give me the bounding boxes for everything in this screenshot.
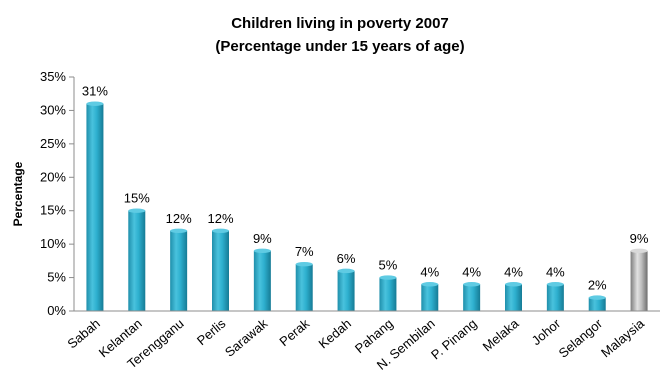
y-tick-label: 5% xyxy=(47,270,66,285)
bar-sarawak xyxy=(253,250,271,311)
data-label: 4% xyxy=(504,264,523,279)
bar-sabah xyxy=(86,103,104,311)
x-tick-label: Selangor xyxy=(556,315,606,360)
y-tick-label: 35% xyxy=(40,69,66,84)
data-label: 4% xyxy=(462,264,481,279)
bar-top-cap xyxy=(546,282,564,287)
bar-kelantan xyxy=(128,210,146,311)
bar-johor xyxy=(546,284,564,311)
y-tick-label: 25% xyxy=(40,136,66,151)
y-axis-ticks: 0% 5% 10% 15% 20% 25% 30% 35% xyxy=(40,69,74,318)
bar-melaka xyxy=(505,284,522,311)
bar-pahang xyxy=(379,277,397,311)
x-tick-label: Malaysia xyxy=(598,315,648,360)
y-axis-label: Percentage xyxy=(11,161,25,226)
bar-top-cap xyxy=(86,101,104,106)
bar-top-cap xyxy=(253,248,271,254)
data-label: 12% xyxy=(207,211,233,226)
y-tick-label: 10% xyxy=(40,236,66,251)
bar-top-cap xyxy=(588,295,606,300)
data-label: 4% xyxy=(546,264,565,279)
data-label: 31% xyxy=(82,84,108,99)
x-tick-label: P. Pinang xyxy=(428,316,480,363)
y-tick-label: 30% xyxy=(40,102,66,117)
bar-top-cap xyxy=(421,282,439,287)
y-tick-label: 15% xyxy=(40,203,66,218)
bar-kedah xyxy=(337,270,355,311)
x-tick-label: Johor xyxy=(529,315,564,348)
x-tick-label: Melaka xyxy=(480,315,522,354)
bar-terengganu xyxy=(170,230,188,311)
x-tick-label: Kedah xyxy=(316,316,354,352)
bar-n-sembilan xyxy=(421,284,439,311)
x-tick-label: Sabah xyxy=(64,316,102,352)
bar-top-cap xyxy=(630,248,648,254)
x-tick-label: Perlis xyxy=(194,315,229,348)
chart-title: Children living in poverty 2007 xyxy=(231,15,449,32)
bar-top-cap xyxy=(170,228,188,233)
bar-p-pinang xyxy=(463,284,481,311)
bar-perak xyxy=(295,264,313,311)
y-tick-label: 0% xyxy=(47,303,66,318)
chart-subtitle: (Percentage under 15 years of age) xyxy=(215,38,464,55)
data-label: 12% xyxy=(166,211,192,226)
bars xyxy=(86,101,648,311)
data-label: 6% xyxy=(337,251,356,266)
data-label: 4% xyxy=(420,264,439,279)
bar-top-cap xyxy=(128,208,146,213)
bar-malaysia xyxy=(630,250,648,311)
bar-perlis xyxy=(212,230,229,311)
bar-selangor xyxy=(588,297,606,311)
y-tick-label: 20% xyxy=(40,169,66,184)
data-label: 2% xyxy=(588,278,607,293)
data-label: 9% xyxy=(630,231,649,246)
bar-top-cap xyxy=(505,282,522,287)
x-tick-label: Sarawak xyxy=(222,315,271,359)
x-tick-label: Perak xyxy=(276,315,312,349)
bar-top-cap xyxy=(379,275,397,280)
bar-top-cap xyxy=(212,228,229,233)
data-label: 15% xyxy=(124,191,150,206)
data-label: 5% xyxy=(379,258,398,273)
bar-top-cap xyxy=(337,268,355,274)
bar-top-cap xyxy=(295,262,313,267)
data-label: 7% xyxy=(295,244,314,259)
data-label: 9% xyxy=(253,231,272,246)
bar-top-cap xyxy=(463,282,481,287)
data-labels: 31% 15% 12% 12% 9% 7% 6% 5% 4% 4% 4% 4% 2% 9% xyxy=(82,84,649,293)
